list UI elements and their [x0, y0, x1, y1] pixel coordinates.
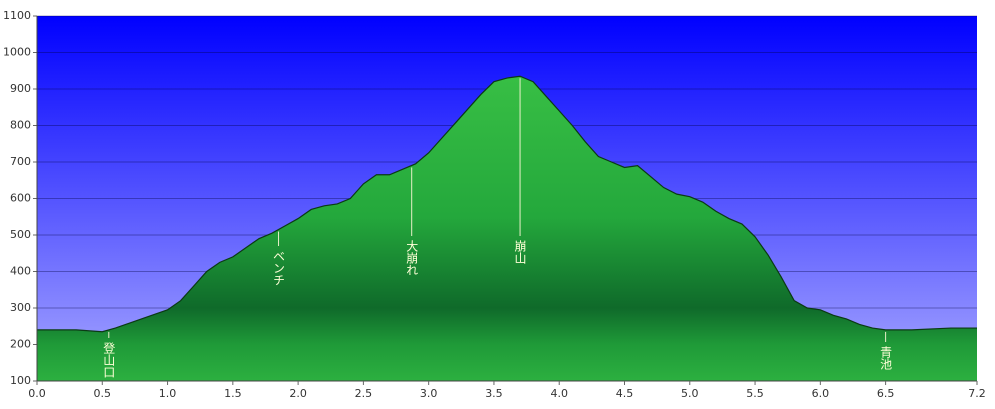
x-tick-label: 3.0: [420, 387, 438, 400]
y-tick-label: 200: [10, 338, 31, 351]
x-tick-label: 5.5: [746, 387, 764, 400]
x-tick-label: 3.5: [485, 387, 503, 400]
x-tick-label: 0.5: [94, 387, 112, 400]
elevation-area: [37, 76, 977, 381]
y-tick-label: 600: [10, 192, 31, 205]
y-tick-label: 900: [10, 82, 31, 95]
x-tick-label: 5.0: [681, 387, 699, 400]
elevation-line: [37, 75, 977, 333]
y-tick-label: 100: [10, 374, 31, 387]
x-tick-label: 6.0: [812, 387, 830, 400]
annotation-label: 大崩れ: [405, 240, 419, 276]
x-tick-label: 7.2: [968, 387, 986, 400]
x-tick-label: 2.0: [289, 387, 307, 400]
x-tick-label: 1.0: [159, 387, 177, 400]
x-tick-label: 6.5: [877, 387, 895, 400]
y-tick-label: 1000: [3, 46, 31, 59]
x-tick-label: 4.5: [616, 387, 634, 400]
x-tick-label: 4.0: [550, 387, 568, 400]
y-tick-label: 400: [10, 265, 31, 278]
y-tick-label: 300: [10, 301, 31, 314]
x-tick-label: 2.5: [355, 387, 373, 400]
annotation-label: 崩山: [513, 240, 527, 264]
annotation-label: 青池: [879, 346, 893, 370]
y-tick-label: 1100: [3, 9, 31, 22]
y-tick-label: 800: [10, 119, 31, 132]
x-tick-label: 1.5: [224, 387, 242, 400]
y-tick-label: 500: [10, 228, 31, 241]
annotation-label: 登山口: [102, 341, 116, 378]
y-tick-label: 700: [10, 155, 31, 168]
x-tick-label: 0.0: [28, 387, 46, 400]
annotation-label: ベンチ: [272, 250, 286, 286]
